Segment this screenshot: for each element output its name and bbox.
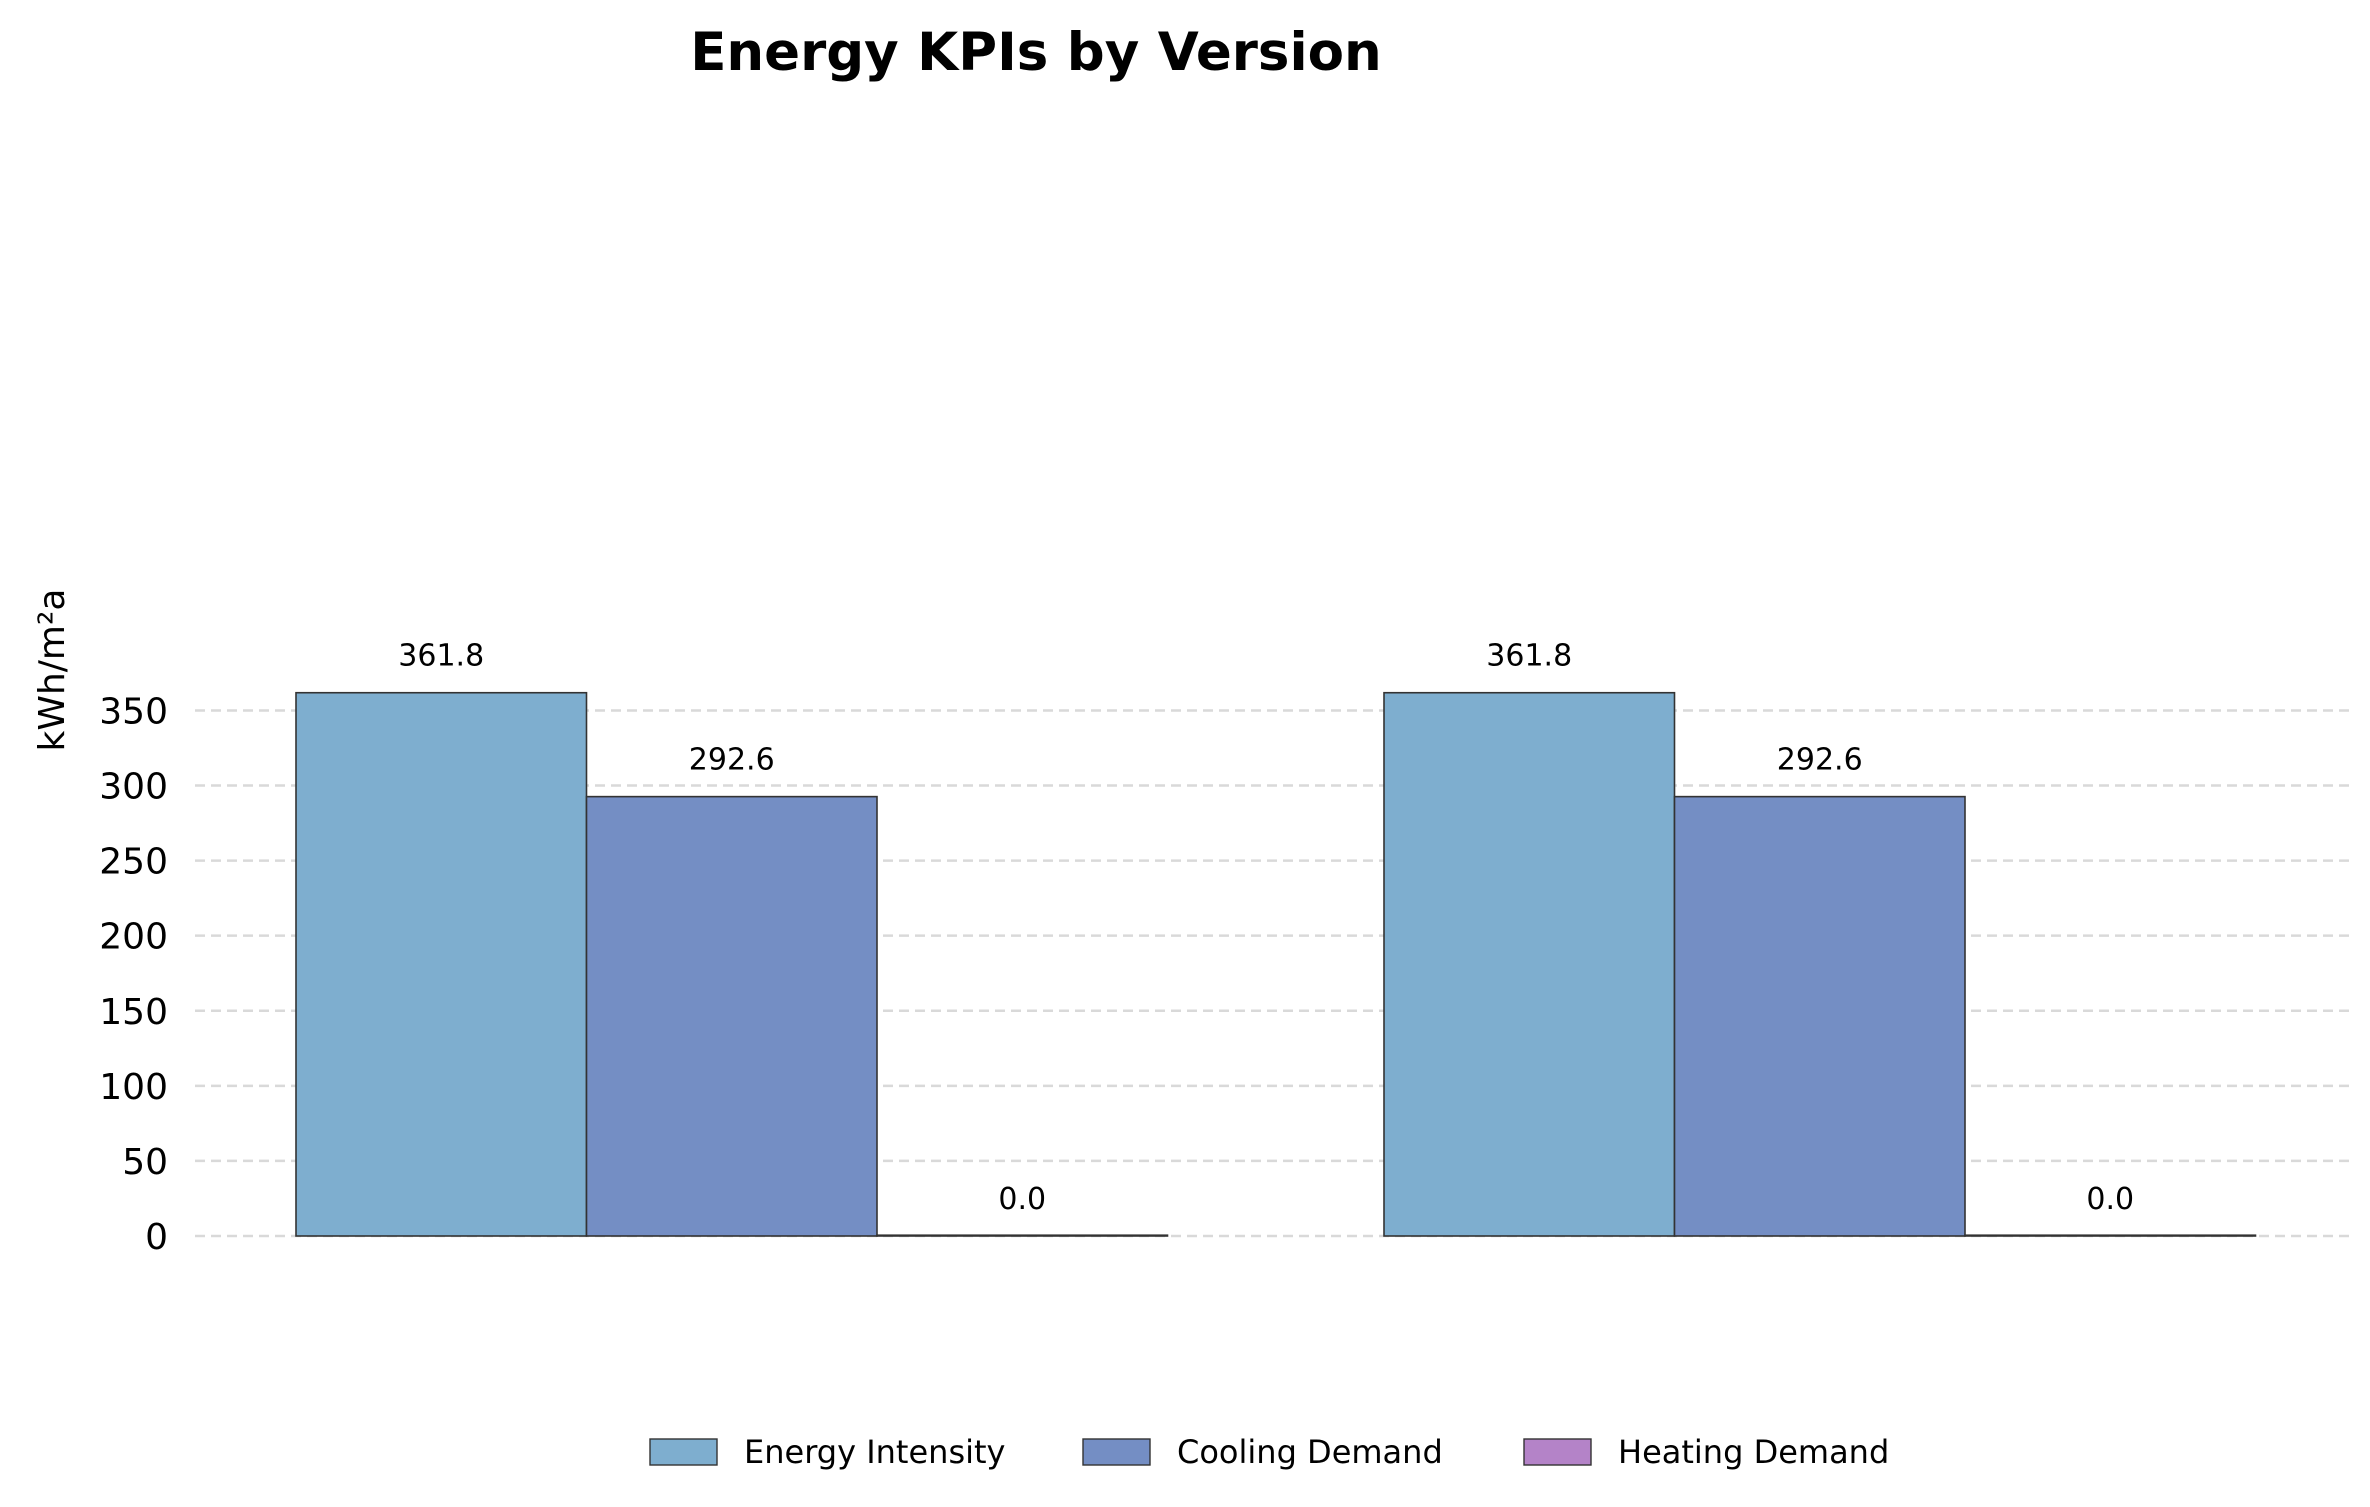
data-label-1-group-2: 361.8: [1486, 639, 1572, 674]
y-tick-label-50: 50: [122, 1142, 168, 1183]
data-label-1-group-1: 361.8: [398, 639, 484, 674]
bar-2-group-1: [585, 795, 878, 1237]
y-tick-label-150: 150: [99, 992, 168, 1033]
legend-label-3: Heating Demand: [1618, 1433, 1889, 1471]
y-tick-label-250: 250: [99, 842, 168, 883]
legend-swatch-2: [1082, 1438, 1151, 1466]
bar-3-group-1: [876, 1234, 1169, 1237]
data-label-2-group-2: 292.6: [1777, 743, 1863, 778]
bar-2-group-2: [1673, 795, 1966, 1237]
legend-item-1: Energy Intensity: [649, 1433, 1005, 1471]
data-label-3-group-1: 0.0: [998, 1182, 1046, 1217]
legend: Energy Intensity Cooling Demand Heating De…: [649, 1433, 1889, 1471]
y-tick-label-350: 350: [99, 691, 168, 732]
chart-title: Energy KPIs by Version: [690, 22, 1382, 83]
legend-item-2: Cooling Demand: [1082, 1433, 1443, 1471]
y-tick-label-300: 300: [99, 767, 168, 808]
legend-swatch-3: [1523, 1438, 1592, 1466]
legend-label-2: Cooling Demand: [1177, 1433, 1443, 1471]
bars: [295, 691, 2257, 1237]
data-labels: 361.8 361.8 292.6 292.6 0.0 0.0: [398, 639, 2134, 1217]
bar-1-group-1: [295, 691, 588, 1237]
y-tick-label-200: 200: [99, 917, 168, 958]
legend-swatch-1: [649, 1438, 718, 1466]
y-tick-label-0: 0: [145, 1217, 168, 1258]
y-axis-label: kWh/m²a: [32, 589, 73, 752]
data-label-2-group-1: 292.6: [689, 743, 775, 778]
legend-item-3: Heating Demand: [1523, 1433, 1889, 1471]
bar-1-group-2: [1383, 691, 1676, 1237]
data-label-3-group-2: 0.0: [2086, 1182, 2134, 1217]
y-axis-ticks: 0 50 100 150 200 250 300 350: [99, 691, 168, 1258]
y-tick-label-100: 100: [99, 1067, 168, 1108]
bar-3-group-2: [1964, 1234, 2257, 1237]
legend-label-1: Energy Intensity: [744, 1433, 1005, 1471]
